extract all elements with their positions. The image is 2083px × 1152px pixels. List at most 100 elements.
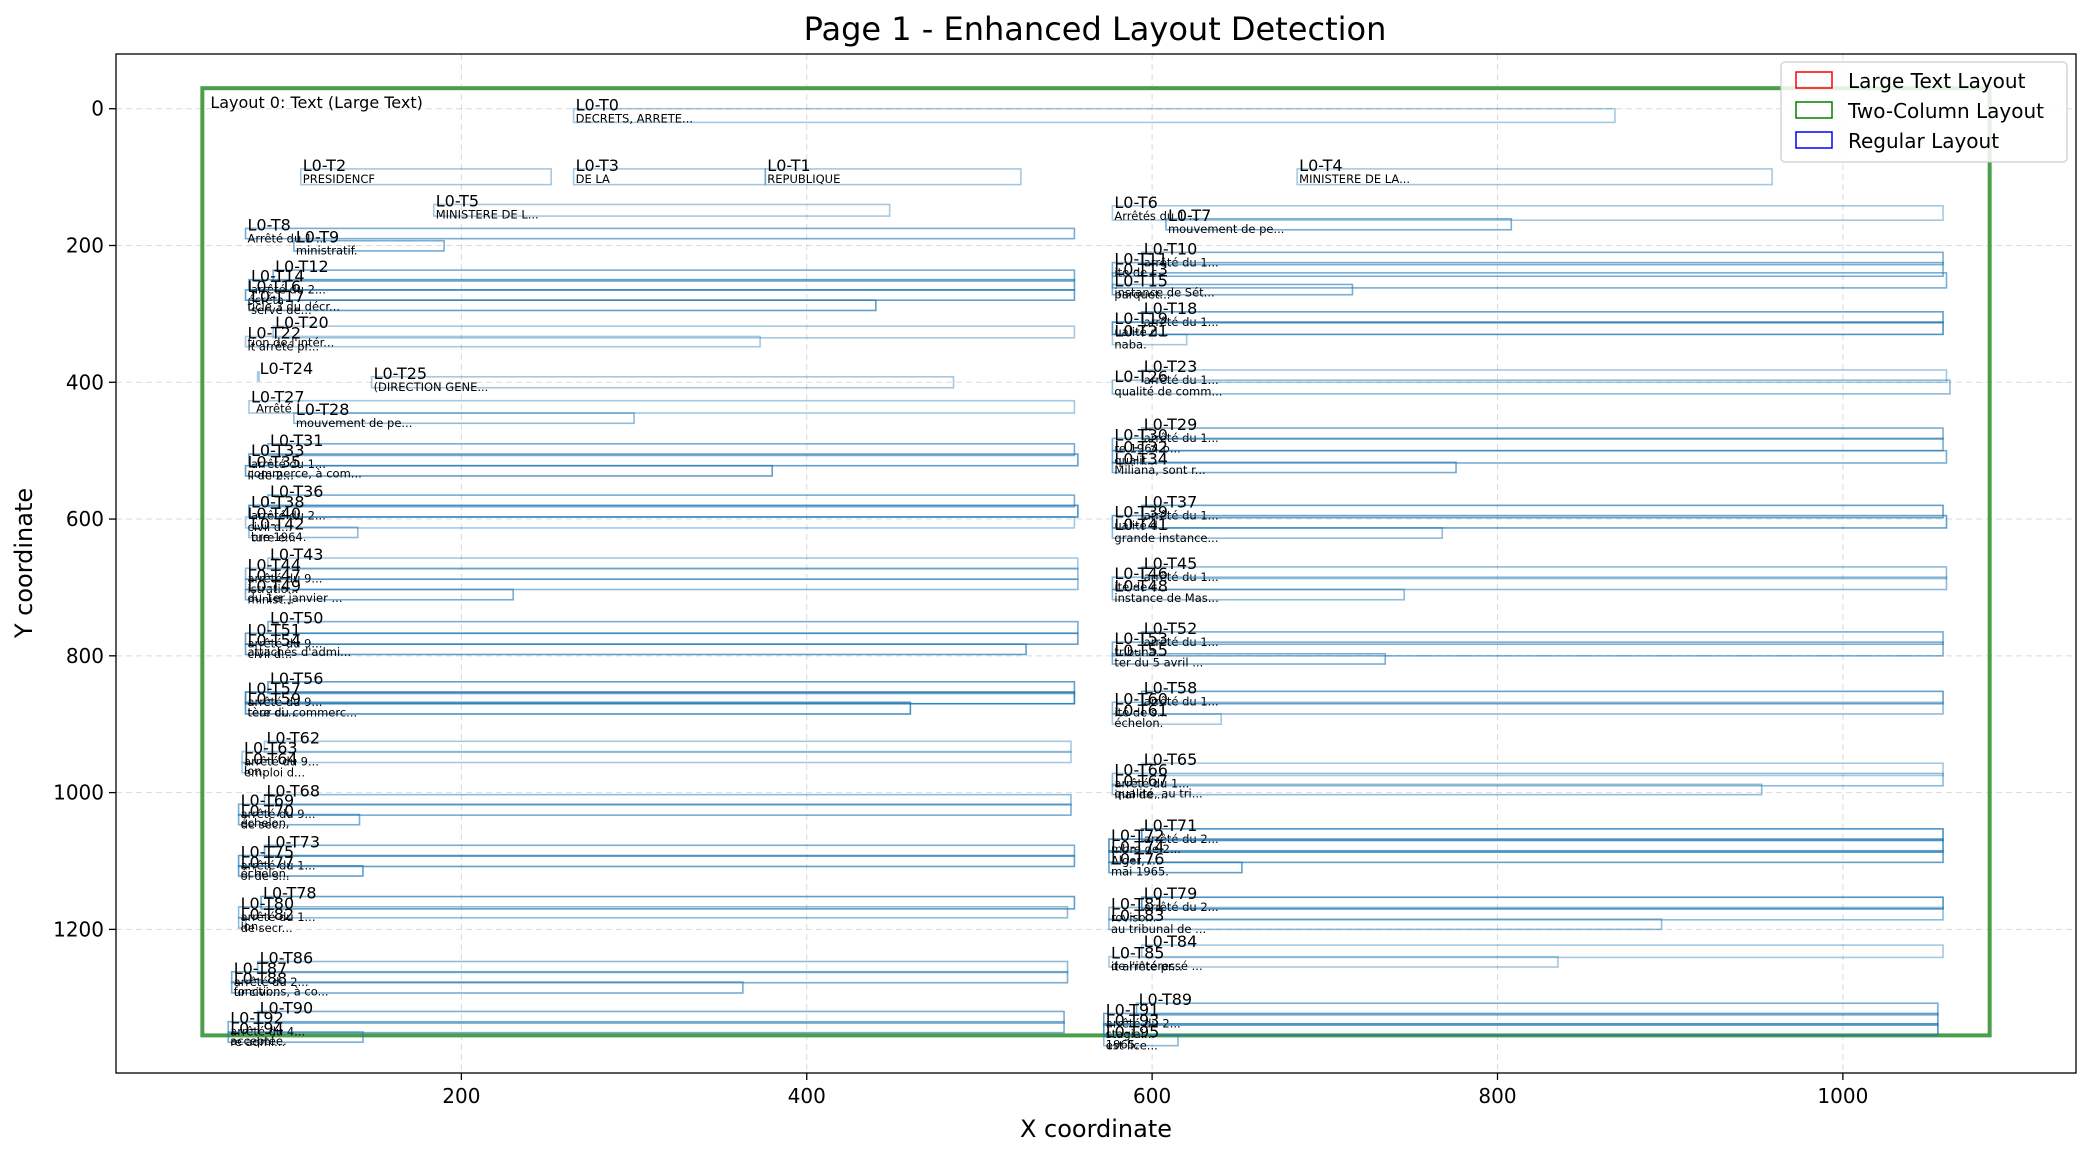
text-box-label: L0-T31: [270, 431, 324, 450]
text-box-content: re 1964 p...: [1114, 441, 1180, 455]
text-fragment: qualité de comm...: [1114, 385, 1222, 399]
text-box-label: L0-T76: [1111, 849, 1165, 868]
text-box-rect: [293, 239, 445, 252]
text-fragment: de l'intéressé ...: [1111, 959, 1203, 973]
text-box-label: L0-T38: [251, 492, 305, 511]
axis-ticks: 200 400 600 800 1000 0 200 400 600 800 1000 1200: [53, 97, 1868, 1108]
text-box-label: L0-T30: [1114, 425, 1168, 444]
text-box-rect: [248, 504, 1079, 518]
text-box-label: L0-T90: [260, 998, 314, 1017]
text-box-rect: [1108, 838, 1944, 853]
text-box-rect: [227, 1020, 1065, 1034]
text-fragment: attachés d'admi...: [248, 645, 352, 659]
text-box-label: L0-T44: [248, 555, 302, 574]
x-tick-label: 200: [442, 1084, 480, 1108]
text-box-rect: [241, 761, 247, 774]
text-fragment: mai 1965.: [1111, 865, 1169, 879]
text-box-label: L0-T39: [1114, 503, 1168, 522]
text-box-content: serve de...: [251, 303, 312, 317]
text-box-content: il de 2...: [248, 469, 294, 483]
text-box-rect: [1111, 272, 1948, 289]
text-box-label: L0-T33: [251, 441, 305, 460]
legend-label-large-text: Large Text Layout: [1848, 69, 2026, 93]
text-box-rect: [1296, 168, 1773, 186]
layout-region-rect: [200, 86, 1992, 1038]
legend-frame: [1780, 61, 2068, 163]
text-box-label: L0-T45: [1144, 554, 1198, 573]
text-box-rect: [432, 203, 891, 217]
text-box-rect: [1111, 449, 1948, 464]
legend-swatch-two-column: [1795, 101, 1833, 119]
text-box-label: L0-T78: [263, 884, 317, 903]
text-box-label: L0-T8: [248, 215, 291, 234]
text-box-rect: [256, 371, 260, 382]
text-box-rect: [1102, 1034, 1179, 1047]
y-axis-label: Y coordinate: [10, 488, 38, 639]
text-box-rect: [1140, 828, 1944, 842]
text-box-rect: [1111, 514, 1948, 529]
text-box-label: L0-T57: [248, 679, 302, 698]
text-box-label: L0-T24: [260, 359, 314, 378]
y-tick-label: 0: [91, 97, 104, 121]
text-box-rect: [237, 813, 361, 826]
text-box-rect: [1111, 333, 1188, 346]
text-box-content: it arrêté pr...: [248, 339, 320, 353]
text-box-rect: [1111, 205, 1944, 221]
text-box-rect: [244, 643, 1027, 656]
text-fragment: acceptée.: [230, 1034, 286, 1048]
text-box-label: L0-T49: [248, 576, 302, 595]
text-box-rect: [263, 740, 1072, 754]
text-box-label: L0-T58: [1144, 678, 1198, 697]
text-box-rect: [1165, 218, 1513, 231]
text-box-label: L0-T93: [1106, 1011, 1160, 1030]
text-box-content: (DIRECTION GENE...: [374, 380, 489, 394]
text-box-label: L0-T73: [267, 832, 321, 851]
text-box-rect: [244, 691, 1076, 705]
x-tick-label: 1000: [1817, 1084, 1868, 1108]
text-box-label: L0-T81: [1111, 894, 1165, 913]
text-box-label: L0-T6: [1114, 193, 1157, 212]
text-box-label: L0-T32: [1114, 438, 1168, 457]
text-fragment: fonctions, à co...: [234, 984, 329, 998]
text-fragment: instance de Sét...: [1114, 285, 1214, 299]
text-fragment: échelon.: [241, 816, 290, 830]
text-box-content: ualité d...: [1114, 325, 1168, 339]
text-box-label: L0-T13: [1114, 260, 1168, 279]
text-box-label: L0-T87: [234, 959, 288, 978]
text-box-label: L0-T95: [1106, 1022, 1160, 1041]
text-box-content: arrêté du 9...: [248, 571, 323, 585]
text-box-rect: [248, 399, 1076, 414]
text-box-label: L0-T2: [303, 156, 346, 175]
text-box-label: L0-T27: [251, 388, 305, 407]
text-box-label: L0-T74: [1111, 838, 1165, 857]
text-box-label: L0-T75: [241, 843, 295, 862]
text-box-rect: [1111, 713, 1222, 726]
text-box-label: L0-T3: [576, 156, 619, 175]
text-box-label: L0-T36: [270, 482, 324, 501]
text-box-label: L0-T18: [1144, 299, 1198, 318]
text-box-content: it arrêté pr...: [1111, 960, 1183, 974]
y-tick-label: 400: [66, 370, 104, 394]
text-box-label: L0-T7: [1168, 206, 1211, 225]
text-box-label: L0-T10: [1144, 239, 1198, 258]
text-box-rect: [1140, 566, 1948, 580]
text-box-content: ur civi...: [234, 985, 280, 999]
text-box-rect: [256, 1010, 1065, 1024]
text-box-label: L0-T83: [1111, 906, 1165, 925]
chart-title: Page 1 - Enhanced Layout Detection: [804, 10, 1387, 48]
text-box-label: L0-T54: [248, 631, 302, 650]
text-box-label: L0-T40: [248, 504, 302, 523]
text-box-content: emploi d...: [244, 766, 305, 780]
text-box-content: stagiai...: [1106, 1027, 1155, 1041]
text-box-content: PRESIDENCF: [303, 172, 375, 186]
text-box-content: qualit...: [1114, 454, 1158, 468]
text-box-label: L0-T53: [1114, 629, 1168, 648]
text-box-content: civil d...: [248, 647, 293, 661]
text-box-content: inal de ...: [1114, 787, 1167, 801]
text-box-rect: [1140, 896, 1944, 910]
y-tick-label: 800: [66, 644, 104, 668]
text-box-content: re admi...: [230, 1035, 285, 1049]
text-box-label: L0-T64: [244, 750, 298, 769]
text-box-rect: [1111, 461, 1457, 474]
